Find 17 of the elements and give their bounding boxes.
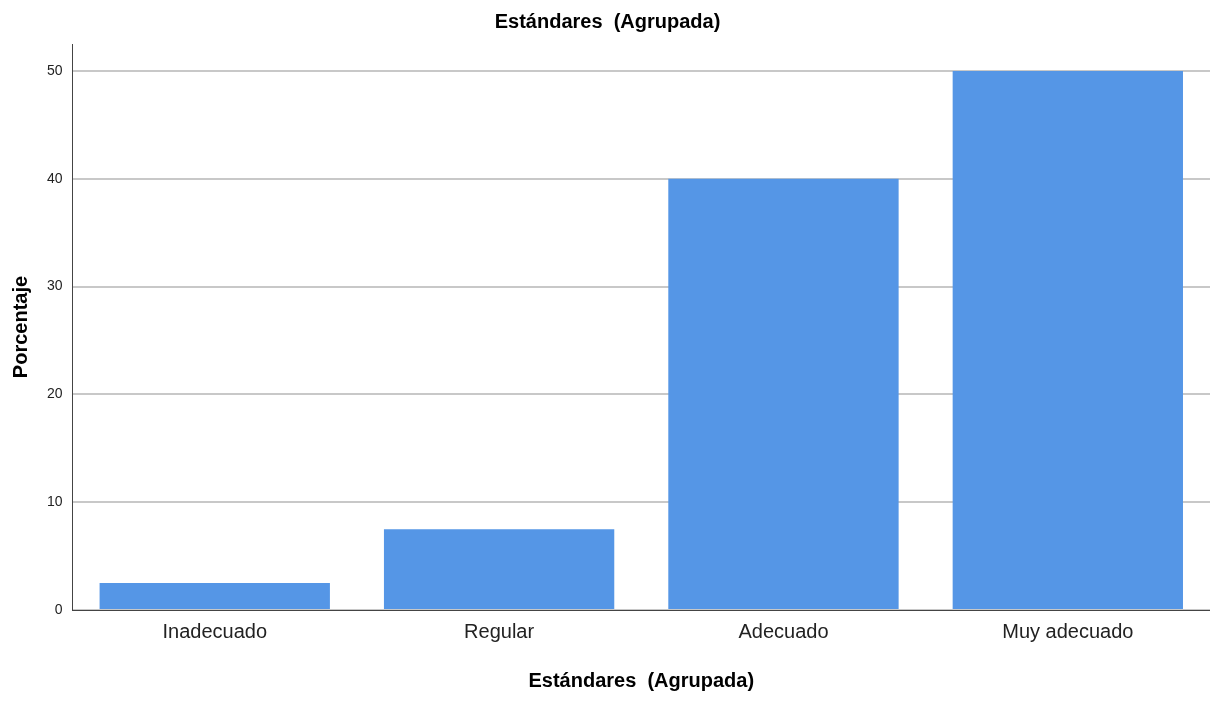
y-tick-label: 40: [46, 169, 63, 186]
x-tick-label: Muy adecuado: [1002, 619, 1134, 642]
y-tick-label: 0: [54, 600, 63, 617]
x-tick-label: Regular: [464, 619, 535, 642]
x-tick-label: Inadecuado: [162, 619, 268, 642]
bar: [952, 70, 1183, 609]
y-tick-label: 50: [46, 61, 63, 78]
bar: [668, 178, 899, 609]
x-tick-label: Adecuado: [738, 619, 829, 642]
x-axis-title: Estándares (Agrupada): [528, 668, 755, 691]
y-tick-label: 10: [46, 493, 63, 510]
y-axis-title: Porcentaje: [8, 275, 31, 379]
chart-title: Estándares (Agrupada): [494, 9, 721, 32]
bar: [99, 583, 330, 609]
y-tick-label: 20: [46, 385, 63, 402]
bar: [383, 529, 615, 609]
y-tick-label: 30: [46, 277, 63, 294]
